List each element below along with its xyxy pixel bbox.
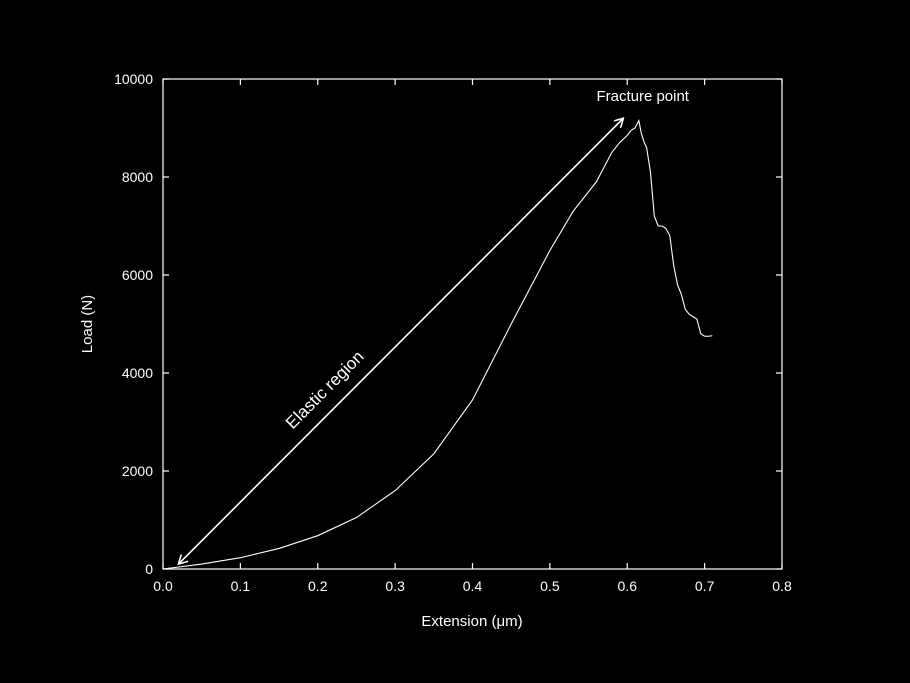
y-axis-label: Load (N) <box>79 295 96 353</box>
plot-frame <box>162 78 783 570</box>
elastic-region-label: Elastic region <box>282 347 368 433</box>
x-tick-label: 0.6 <box>618 578 638 594</box>
elastic-region-arrow <box>178 118 623 564</box>
x-axis-label: Extension (μm) <box>421 613 522 630</box>
y-tick-label: 4000 <box>122 365 153 381</box>
x-tick-label: 0.4 <box>463 578 483 594</box>
y-tick-label: 0 <box>145 561 153 577</box>
load-extension-curve <box>162 118 713 570</box>
y-tick-label: 8000 <box>122 169 153 185</box>
x-tick-label: 0.2 <box>308 578 328 594</box>
x-tick-label: 0.5 <box>540 578 560 594</box>
y-tick-label: 6000 <box>122 267 153 283</box>
y-tick-label: 10000 <box>114 71 153 87</box>
x-tick-label: 0.1 <box>231 578 251 594</box>
fracture-point-label: Fracture point <box>596 88 689 105</box>
x-tick-label: 0.8 <box>772 578 792 594</box>
x-axis: 0.0 0.1 0.2 0.3 0.4 0.5 0.6 0.7 0.8 <box>153 79 792 594</box>
y-tick-label: 2000 <box>122 463 153 479</box>
x-tick-label: 0.7 <box>695 578 715 594</box>
y-axis: 0 2000 4000 6000 8000 10000 <box>114 71 782 577</box>
x-tick-label: 0.3 <box>385 578 405 594</box>
x-tick-label: 0.0 <box>153 578 173 594</box>
